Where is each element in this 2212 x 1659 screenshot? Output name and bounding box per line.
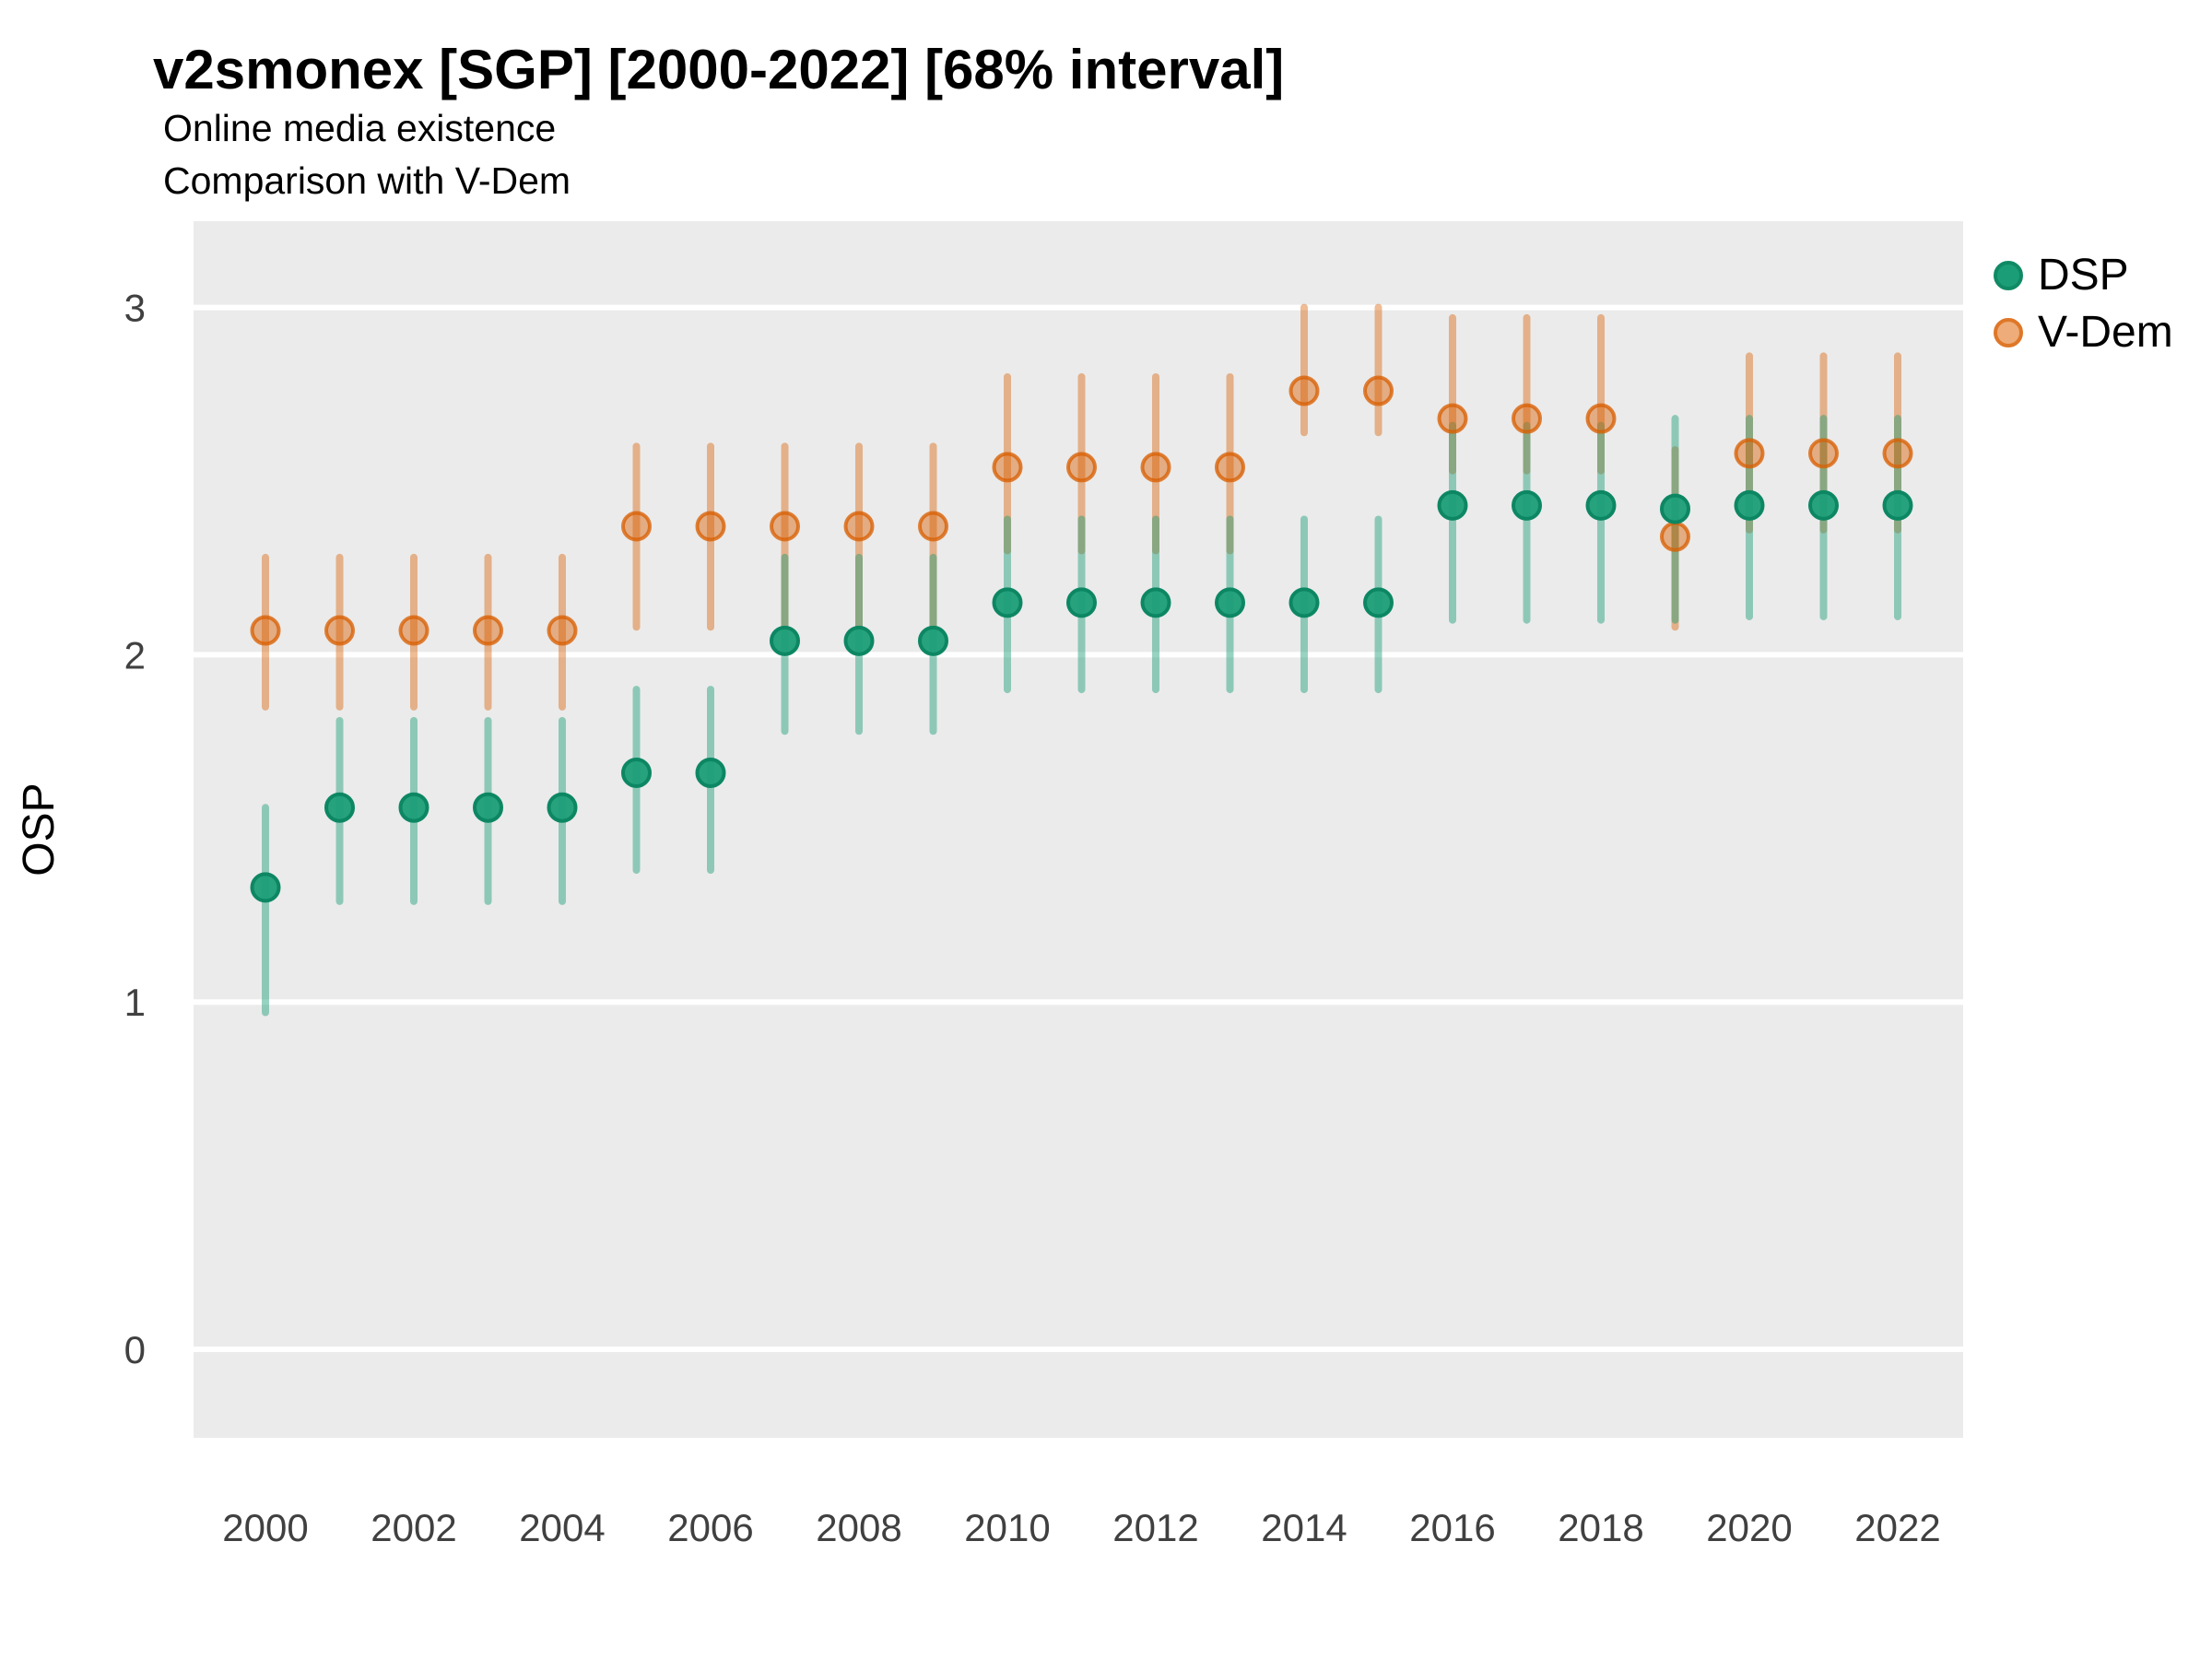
x-tick-label: 2018 <box>1558 1506 1643 1549</box>
legend-label-vdem: V-Dem <box>2038 308 2173 357</box>
point-dsp-2019 <box>1660 493 1690 524</box>
x-tick-label: 2006 <box>667 1506 753 1549</box>
point-dsp-2013 <box>1215 587 1245 618</box>
point-vdem-2014 <box>1288 375 1320 406</box>
point-vdem-2010 <box>992 452 1023 483</box>
point-vdem-2003 <box>473 615 503 646</box>
point-vdem-2005 <box>621 511 652 542</box>
chart-title: v2smonex [SGP] [2000-2022] [68% interval… <box>153 39 1285 100</box>
x-tick-label: 2020 <box>1706 1506 1792 1549</box>
point-dsp-2004 <box>547 792 578 823</box>
y-tick-label: 3 <box>124 287 146 330</box>
legend: DSP V-Dem <box>1994 247 2173 361</box>
point-vdem-2015 <box>1363 375 1394 406</box>
x-tick-label: 2000 <box>222 1506 308 1549</box>
point-dsp-2005 <box>621 758 652 789</box>
point-vdem-2000 <box>250 615 281 646</box>
chart-subtitle-line1: Online media existence <box>163 107 557 149</box>
legend-label-dsp: DSP <box>2038 251 2129 300</box>
point-dsp-2011 <box>1066 587 1097 618</box>
dsp-point-icon <box>1994 261 2023 290</box>
point-vdem-2004 <box>547 615 578 646</box>
point-vdem-2011 <box>1066 452 1097 483</box>
point-dsp-2014 <box>1288 587 1320 618</box>
x-tick-label: 2014 <box>1261 1506 1347 1549</box>
point-dsp-2006 <box>695 758 726 789</box>
point-dsp-2021 <box>1808 489 1839 521</box>
x-tick-label: 2008 <box>816 1506 901 1549</box>
y-axis-title: OSP <box>15 782 64 876</box>
point-dsp-2012 <box>1140 587 1171 618</box>
point-vdem-2013 <box>1215 452 1245 483</box>
point-dsp-2020 <box>1734 489 1765 521</box>
point-vdem-2008 <box>843 511 875 542</box>
x-tick-label: 2010 <box>964 1506 1050 1549</box>
y-tick-label: 0 <box>124 1328 146 1371</box>
point-dsp-2018 <box>1585 489 1617 521</box>
y-tick-label: 2 <box>124 633 146 677</box>
point-vdem-2007 <box>770 511 800 542</box>
point-vdem-2019 <box>1660 521 1690 552</box>
point-dsp-2016 <box>1437 489 1468 521</box>
y-tick-label: 1 <box>124 981 146 1024</box>
x-tick-label: 2002 <box>371 1506 456 1549</box>
point-dsp-2007 <box>770 625 800 656</box>
chart-subtitle-line2: Comparison with V-Dem <box>163 159 571 202</box>
x-tick-label: 2012 <box>1112 1506 1198 1549</box>
point-vdem-2012 <box>1140 452 1171 483</box>
point-dsp-2022 <box>1882 489 1913 521</box>
point-dsp-2008 <box>843 625 875 656</box>
point-vdem-2021 <box>1808 438 1839 469</box>
x-tick-label: 2022 <box>1854 1506 1940 1549</box>
plot-panel <box>194 221 1963 1438</box>
point-dsp-2000 <box>250 872 281 903</box>
point-dsp-2010 <box>992 587 1023 618</box>
point-dsp-2015 <box>1363 587 1394 618</box>
point-vdem-2022 <box>1882 438 1913 469</box>
point-vdem-2016 <box>1437 403 1468 434</box>
legend-item-vdem: V-Dem <box>1994 304 2173 361</box>
point-vdem-2006 <box>695 511 726 542</box>
point-vdem-2009 <box>918 511 948 542</box>
point-vdem-2002 <box>398 615 429 646</box>
x-tick-label: 2016 <box>1409 1506 1495 1549</box>
point-dsp-2002 <box>398 792 429 823</box>
vdem-point-icon <box>1994 318 2023 347</box>
point-vdem-2001 <box>324 615 355 646</box>
point-dsp-2017 <box>1512 489 1542 521</box>
point-vdem-2020 <box>1734 438 1765 469</box>
x-tick-label: 2004 <box>519 1506 605 1549</box>
point-dsp-2003 <box>473 792 503 823</box>
legend-item-dsp: DSP <box>1994 247 2173 304</box>
point-dsp-2009 <box>918 625 948 656</box>
point-dsp-2001 <box>324 792 355 823</box>
point-vdem-2017 <box>1512 403 1542 434</box>
point-vdem-2018 <box>1585 403 1617 434</box>
